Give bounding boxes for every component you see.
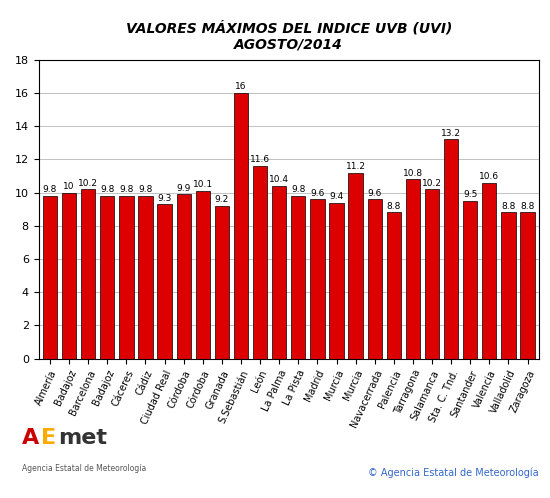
Text: 10.4: 10.4 xyxy=(269,175,289,184)
Bar xyxy=(100,196,114,359)
Text: 13.2: 13.2 xyxy=(441,129,461,138)
Bar xyxy=(138,196,153,359)
Text: 16: 16 xyxy=(235,82,247,91)
Bar xyxy=(62,193,76,359)
Bar xyxy=(349,173,363,359)
Text: E: E xyxy=(41,428,56,448)
Text: 9.6: 9.6 xyxy=(367,189,382,198)
Text: 8.8: 8.8 xyxy=(520,202,535,211)
Text: met: met xyxy=(58,428,107,448)
Text: 9.8: 9.8 xyxy=(291,185,305,194)
Text: 9.6: 9.6 xyxy=(310,189,324,198)
Text: 10.6: 10.6 xyxy=(479,172,499,181)
Bar xyxy=(196,191,210,359)
Bar xyxy=(234,93,248,359)
Bar xyxy=(482,183,497,359)
Text: 9.8: 9.8 xyxy=(119,185,134,194)
Text: 9.8: 9.8 xyxy=(43,185,57,194)
Text: 10.1: 10.1 xyxy=(192,180,213,189)
Bar xyxy=(520,213,535,359)
Bar xyxy=(81,189,95,359)
Bar xyxy=(291,196,305,359)
Text: 9.8: 9.8 xyxy=(138,185,153,194)
Bar xyxy=(329,203,344,359)
Bar xyxy=(463,201,477,359)
Text: 11.6: 11.6 xyxy=(250,155,270,164)
Bar xyxy=(214,206,229,359)
Bar xyxy=(444,139,458,359)
Bar xyxy=(157,204,172,359)
Bar xyxy=(367,199,382,359)
Text: 10.2: 10.2 xyxy=(422,179,442,188)
Text: 9.5: 9.5 xyxy=(463,190,477,199)
Bar xyxy=(425,189,439,359)
Bar xyxy=(119,196,134,359)
Bar xyxy=(177,194,191,359)
Text: 9.9: 9.9 xyxy=(177,184,191,193)
Text: Agencia Estatal de Meteorología: Agencia Estatal de Meteorología xyxy=(22,464,146,473)
Bar xyxy=(43,196,57,359)
Bar xyxy=(272,186,287,359)
Text: 9.2: 9.2 xyxy=(214,195,229,204)
Text: 9.4: 9.4 xyxy=(329,192,344,201)
Text: 10.2: 10.2 xyxy=(78,179,98,188)
Text: A: A xyxy=(22,428,39,448)
Text: 10.8: 10.8 xyxy=(403,169,423,178)
Title: VALORES MÁXIMOS DEL INDICE UVB (UVI)
AGOSTO/2014: VALORES MÁXIMOS DEL INDICE UVB (UVI) AGO… xyxy=(125,21,452,52)
Text: 8.8: 8.8 xyxy=(501,202,515,211)
Text: 9.3: 9.3 xyxy=(157,194,172,203)
Text: 10: 10 xyxy=(63,182,75,191)
Bar xyxy=(253,166,267,359)
Text: 8.8: 8.8 xyxy=(387,202,401,211)
Text: © Agencia Estatal de Meteorología: © Agencia Estatal de Meteorología xyxy=(368,468,539,478)
Text: 11.2: 11.2 xyxy=(345,162,366,171)
Bar xyxy=(310,199,324,359)
Bar xyxy=(406,179,420,359)
Bar xyxy=(387,213,401,359)
Text: 9.8: 9.8 xyxy=(100,185,114,194)
Bar xyxy=(501,213,515,359)
